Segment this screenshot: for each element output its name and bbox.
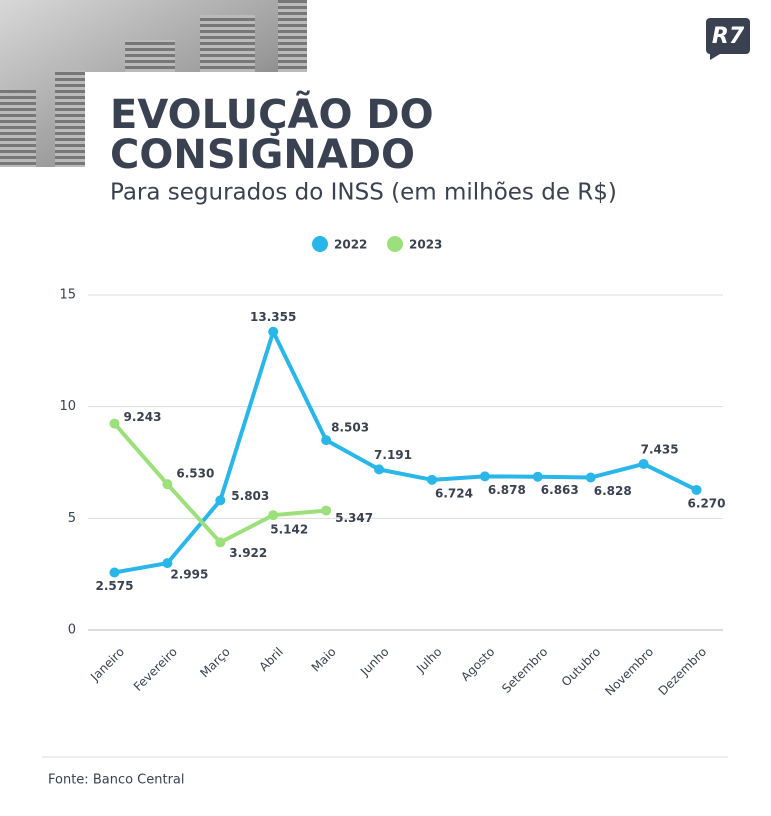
legend-marker [387,236,403,252]
point [162,479,173,490]
point [268,326,279,337]
x-tick-label: Fevereiro [131,645,180,694]
legend-label: 2023 [409,238,442,252]
chart-subtitle: Para segurados do INSS (em milhões de R$… [110,180,617,206]
x-tick-label: Junho [357,645,391,679]
data-label: 6.270 [688,496,726,510]
data-label: 7.435 [641,442,679,456]
data-label: 6.530 [176,467,214,481]
x-tick-label: Dezembro [656,645,709,698]
point [321,435,332,446]
data-label: 6.828 [594,484,632,498]
point [374,464,385,475]
legend-label: 2022 [334,238,367,252]
x-tick-label: Outubro [559,645,604,690]
point [638,458,649,469]
photo [0,0,307,167]
y-tick-label: 10 [59,399,76,414]
point [268,510,279,521]
x-tick-label: Setembro [499,645,550,696]
point [479,471,490,482]
source: Fonte: Banco Central [48,773,185,788]
point [585,472,596,483]
x-tick-label: Abril [257,645,286,674]
point [532,471,543,482]
point [321,505,332,516]
data-label: 8.503 [331,421,369,435]
point [162,558,173,569]
data-label: 6.878 [488,483,526,497]
x-tick-label: Janeiro [87,645,127,685]
point [109,418,120,429]
chart-title: EVOLUÇÃO DO [110,89,434,138]
y-tick-label: 15 [59,288,76,303]
point [215,495,226,506]
chart-title: CONSIGNADO [110,132,415,178]
point [691,484,702,495]
logo: R7 [706,18,750,60]
x-tick-label: Novembro [602,645,656,699]
data-label: 3.922 [229,546,267,560]
data-label: 2.575 [95,579,133,593]
y-tick-label: 5 [68,511,76,526]
x-tick-label: Agosto [458,645,497,684]
data-label: 2.995 [170,568,208,582]
data-label: 7.191 [374,448,412,462]
point [109,567,120,578]
data-label: 6.724 [435,486,473,500]
data-label: 9.243 [123,410,161,424]
data-label: 13.355 [250,310,296,324]
legend-marker [312,236,328,252]
x-tick-label: Março [197,645,233,681]
x-tick-label: Maio [309,645,339,675]
point [426,474,437,485]
data-label: 5.803 [231,489,269,503]
logo-text: R7 [712,24,745,49]
y-tick-label: 0 [68,623,76,638]
series-line [114,329,698,575]
point [215,537,226,548]
data-label: 5.142 [270,523,308,537]
data-label: 6.863 [541,483,579,497]
x-tick-label: Julho [413,645,444,676]
data-label: 5.347 [335,511,373,525]
